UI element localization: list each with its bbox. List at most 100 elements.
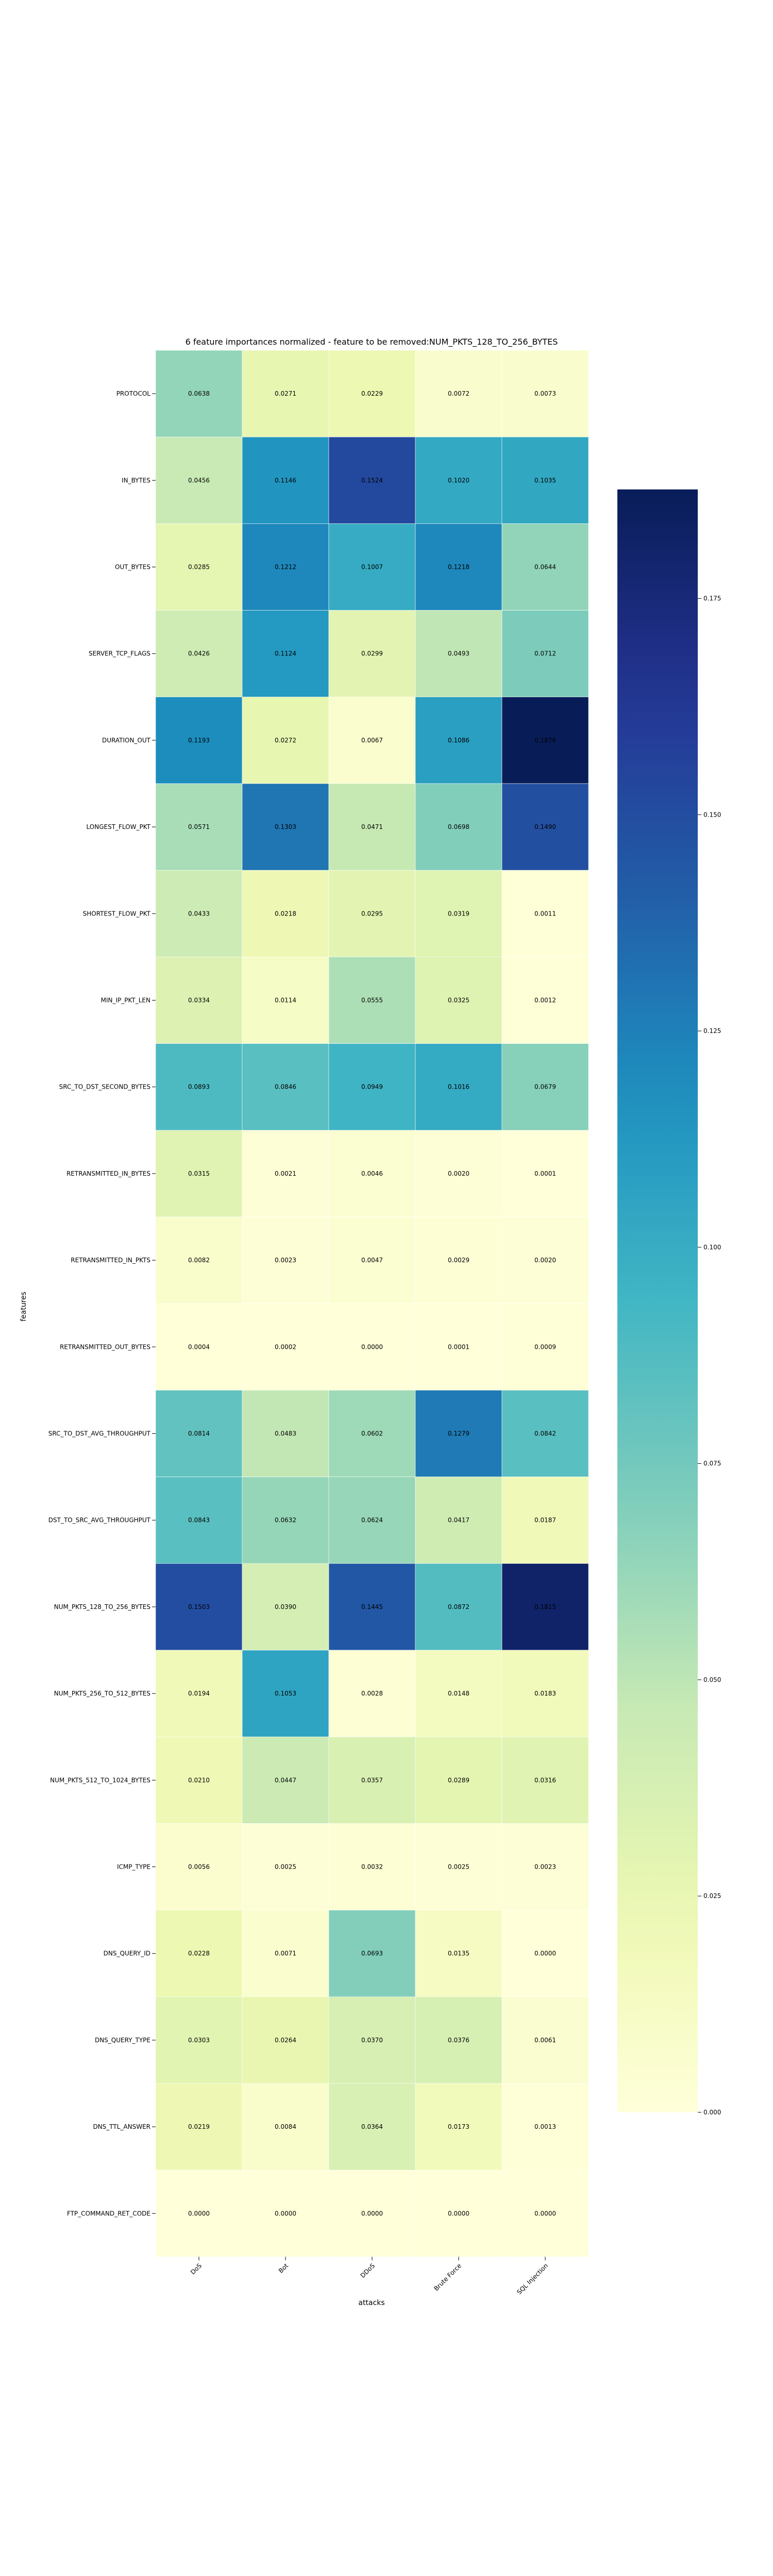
heatmap-cell [242,1043,329,1131]
cell-value-label: 0.0949 [361,1083,383,1091]
cell-value-label: 0.0698 [448,823,469,831]
cell-value-label: 0.0218 [275,910,296,917]
y-tick-label: RETRANSMITTED_IN_PKTS [71,1257,150,1264]
heatmap-cell [328,436,416,524]
x-tick-label: DoS [189,2262,203,2276]
heatmap-cell [242,1390,329,1477]
heatmap-cell [242,1736,329,1824]
cell-value-label: 0.0187 [534,1517,556,1524]
cell-value-label: 0.0000 [534,1950,556,1957]
y-tick-label: RETRANSMITTED_IN_BYTES [66,1170,150,1177]
heatmap-cell [328,1216,416,1304]
heatmap-cell [501,1910,589,1997]
cell-value-label: 0.0029 [448,1257,469,1264]
heatmap-cell [155,2170,243,2257]
heatmap-cell [415,350,502,437]
heatmap-cell [242,610,329,698]
heatmap-cell [155,1390,243,1477]
heatmap-cell [501,1650,589,1737]
cell-value-label: 0.0433 [188,910,210,917]
cell-value-label: 0.0194 [188,1690,210,1697]
cell-value-label: 0.0000 [275,2210,296,2217]
cell-value-label: 0.0814 [188,1430,210,1437]
colorbar [617,489,698,2112]
cell-value-label: 0.0210 [188,1776,210,1784]
colorbar-ticks: 0.000 0.025 0.050 0.075 0.100 0.125 0.150 0.175 [698,595,721,2116]
cell-value-label: 0.0219 [188,2123,210,2130]
y-tick-label: NUM_PKTS_256_TO_512_BYTES [54,1690,150,1697]
cell-value-label: 0.0114 [275,997,296,1004]
y-tick-label: IN_BYTES [122,477,150,484]
cell-value-label: 0.0025 [448,1863,469,1871]
cell-value-label: 0.0289 [448,1776,469,1784]
cell-value-label: 0.0028 [361,1690,383,1697]
heatmap-cell [328,1563,416,1651]
heatmap-cell [328,1823,416,1910]
cell-value-label: 0.1146 [275,477,296,484]
heatmap-cell [242,1303,329,1391]
cell-value-label: 0.1193 [188,737,210,744]
heatmap-cell [328,2170,416,2257]
heatmap-cell [242,1910,329,1997]
cell-value-label: 0.0493 [448,650,469,657]
heatmap-cell [501,1563,589,1651]
x-tick-label: Brute Force [432,2262,463,2293]
cell-value-label: 0.0067 [361,737,383,744]
colorbar-tick-label: 0.000 [703,2109,721,2116]
y-tick-label: PROTOCOL [116,390,151,397]
cell-value-label: 0.0013 [534,2123,556,2130]
cell-value-label: 0.0893 [188,1083,210,1091]
heatmap-cell [242,2170,329,2257]
cell-value-label: 0.0072 [448,390,469,397]
heatmap-cell [155,1477,243,1564]
heatmap-cell [328,2083,416,2171]
cell-value-label: 0.1445 [361,1603,383,1611]
heatmap-cell [328,523,416,611]
heatmap-cell [155,436,243,524]
heatmap-cell [501,1390,589,1477]
heatmap-cell [501,1823,589,1910]
cell-value-label: 0.0046 [361,1170,383,1177]
cell-value-label: 0.0073 [534,390,556,397]
heatmap-cell [415,610,502,698]
heatmap-cell [415,1303,502,1391]
cell-value-label: 0.0571 [188,823,210,831]
heatmap-cell [501,1130,589,1217]
heatmap-cells: 0.0638 0.0271 0.0229 0.0072 0.0073 0.0456 0.11… [155,350,589,2257]
cell-value-label: 0.0025 [275,1863,296,1871]
heatmap-cell [501,436,589,524]
heatmap-cell [501,350,589,437]
cell-value-label: 0.0872 [448,1603,469,1611]
cell-value-label: 0.0047 [361,1257,383,1264]
heatmap-cell [155,1996,243,2084]
cell-value-label: 0.0021 [275,1170,296,1177]
cell-value-label: 0.0315 [188,1170,210,1177]
cell-value-label: 0.0426 [188,650,210,657]
cell-value-label: 0.0370 [361,2037,383,2044]
heatmap-cell [328,783,416,871]
cell-value-label: 0.0071 [275,1950,296,1957]
heatmap-cell [415,870,502,957]
heatmap-cell [501,610,589,698]
heatmap-cell [415,783,502,871]
cell-value-label: 0.0000 [448,2210,469,2217]
heatmap-cell [501,783,589,871]
colorbar-tick-label: 0.100 [703,1244,721,1251]
heatmap-cell [501,523,589,611]
heatmap-cell [155,1130,243,1217]
x-tick-label: SQL Injection [515,2262,549,2296]
heatmap-cell [155,1216,243,1304]
heatmap-cell [242,350,329,437]
cell-value-label: 0.0693 [361,1950,383,1957]
heatmap-cell [328,1043,416,1131]
cell-value-label: 0.1212 [275,564,296,571]
cell-value-label: 0.0632 [275,1517,296,1524]
heatmap-cell [242,1823,329,1910]
colorbar-tick-label: 0.150 [703,811,721,818]
heatmap-cell [501,1216,589,1304]
heatmap-cell [242,697,329,784]
heatmap-cell [242,1563,329,1651]
colorbar-tick-label: 0.075 [703,1460,721,1467]
cell-value-label: 0.0842 [534,1430,556,1437]
heatmap-cell [155,1563,243,1651]
